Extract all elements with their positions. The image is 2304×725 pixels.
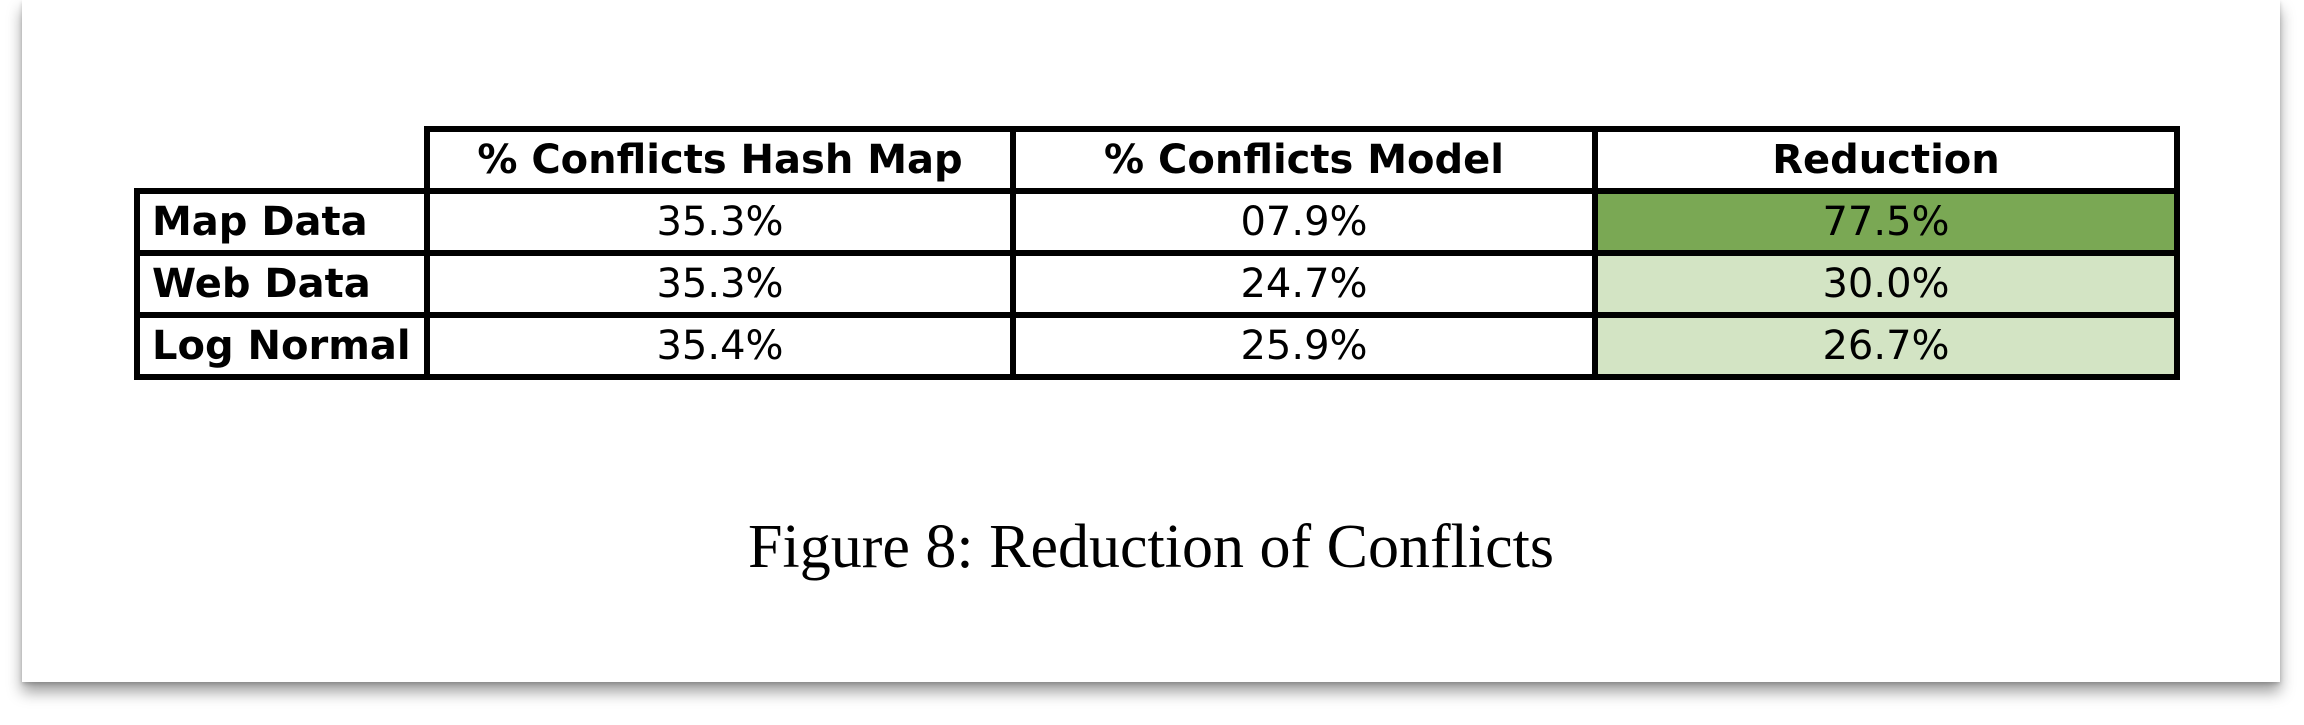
cell-model: 07.9% bbox=[1010, 188, 1598, 256]
cell-hash-map: 35.3% bbox=[424, 250, 1016, 318]
cell-model: 24.7% bbox=[1010, 250, 1598, 318]
table-corner-cell bbox=[137, 129, 430, 194]
cell-model: 25.9% bbox=[1010, 312, 1598, 380]
figure-card: % Conflicts Hash Map % Conflicts Model R… bbox=[22, 0, 2280, 682]
cell-reduction: 77.5% bbox=[1592, 188, 2180, 256]
table-row: Web Data 35.3% 24.7% 30.0% bbox=[134, 250, 2180, 318]
header-conflicts-model: % Conflicts Model bbox=[1010, 126, 1598, 194]
header-reduction: Reduction bbox=[1592, 126, 2180, 194]
figure-caption: Figure 8: Reduction of Conflicts bbox=[748, 513, 1554, 581]
table-row: Log Normal 35.4% 25.9% 26.7% bbox=[134, 312, 2180, 380]
cell-reduction: 26.7% bbox=[1592, 312, 2180, 380]
cell-reduction: 30.0% bbox=[1592, 250, 2180, 318]
header-conflicts-hash-map: % Conflicts Hash Map bbox=[424, 126, 1016, 194]
cell-hash-map: 35.3% bbox=[424, 188, 1016, 256]
cell-hash-map: 35.4% bbox=[424, 312, 1016, 380]
row-label-web-data: Web Data bbox=[134, 250, 430, 318]
table-header-row: % Conflicts Hash Map % Conflicts Model R… bbox=[137, 126, 2180, 194]
row-label-log-normal: Log Normal bbox=[134, 312, 430, 380]
row-label-map-data: Map Data bbox=[134, 188, 430, 256]
conflicts-table: % Conflicts Hash Map % Conflicts Model R… bbox=[134, 126, 2180, 380]
table-row: Map Data 35.3% 07.9% 77.5% bbox=[134, 188, 2180, 256]
